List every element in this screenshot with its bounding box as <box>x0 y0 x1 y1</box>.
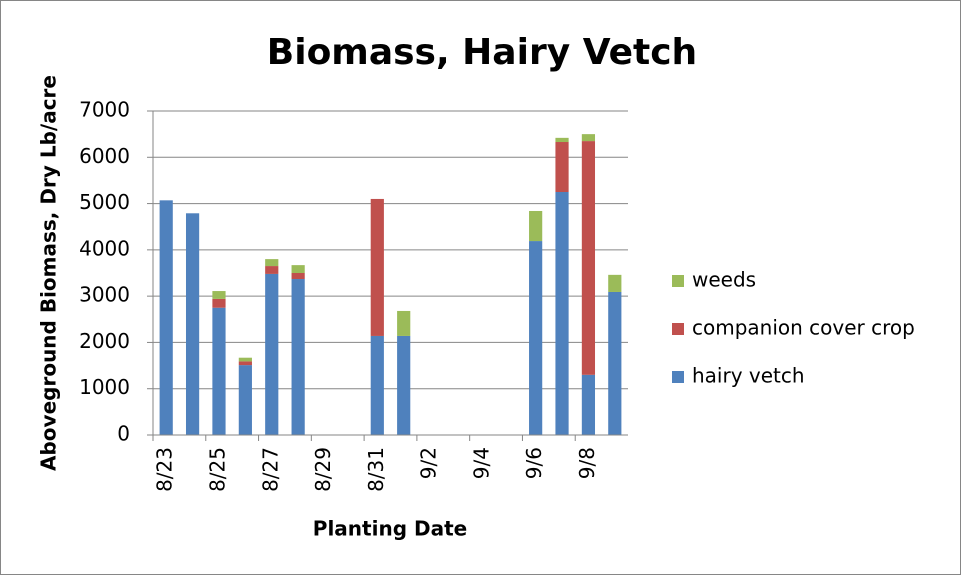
x-tick-label: 8/27 <box>258 447 282 492</box>
y-tick-label: 2000 <box>79 329 130 353</box>
bar-segment <box>291 273 305 280</box>
bar-segment <box>291 279 305 435</box>
y-tick-label: 5000 <box>79 190 130 214</box>
legend-label: companion cover crop <box>692 316 915 340</box>
y-tick-label: 0 <box>117 422 130 446</box>
x-axis-title: Planting Date <box>313 517 467 541</box>
y-tick-label: 7000 <box>79 98 130 122</box>
bar-segment <box>265 259 279 267</box>
bar-segment <box>212 291 226 299</box>
bar-segment <box>212 307 226 435</box>
bar-segment <box>238 365 252 435</box>
x-tick-label: 9/6 <box>522 447 546 479</box>
bar-segment <box>265 273 279 435</box>
bar-segment <box>265 266 279 274</box>
legend-label: weeds <box>692 268 756 292</box>
bar-segment <box>159 200 173 435</box>
x-tick-label: 9/4 <box>469 447 493 479</box>
x-tick-label: 8/25 <box>205 447 229 492</box>
y-tick-label: 6000 <box>79 144 130 168</box>
bar-segment <box>370 335 384 435</box>
x-tick-label: 8/31 <box>364 447 388 492</box>
bar-segment <box>581 134 596 142</box>
x-tick-label: 9/8 <box>575 447 599 479</box>
legend-label: hairy vetch <box>692 364 805 388</box>
x-tick-label: 8/29 <box>311 447 335 492</box>
legend-swatch <box>672 275 684 287</box>
y-tick-label: 4000 <box>79 236 130 260</box>
x-tick-label: 9/2 <box>417 447 441 479</box>
y-axis-title: Aboveground Biomass, Dry Lb/acre <box>37 75 61 471</box>
bar-segment <box>185 213 200 435</box>
bar-segment <box>555 137 569 143</box>
bar-segment <box>291 265 305 273</box>
bar-segment <box>608 291 622 435</box>
legend-swatch <box>672 371 684 383</box>
bar-segment <box>397 335 411 435</box>
y-tick-label: 3000 <box>79 283 130 307</box>
bar-segment <box>529 210 543 242</box>
bar-segment <box>555 192 569 435</box>
bar-segment <box>608 274 622 292</box>
bar-segment <box>212 298 226 308</box>
bar-segment <box>238 361 252 366</box>
bar-segment <box>529 241 543 435</box>
chart-title: Biomass, Hairy Vetch <box>267 32 697 73</box>
bar-segment <box>370 198 384 336</box>
bar-segment <box>555 142 569 192</box>
bar-segment <box>397 310 411 336</box>
x-tick-label: 8/23 <box>153 447 177 492</box>
bar-segment <box>581 374 596 435</box>
y-tick-label: 1000 <box>79 375 130 399</box>
legend-swatch <box>672 323 684 335</box>
bar-segment <box>238 357 252 362</box>
bar-segment <box>581 141 596 375</box>
